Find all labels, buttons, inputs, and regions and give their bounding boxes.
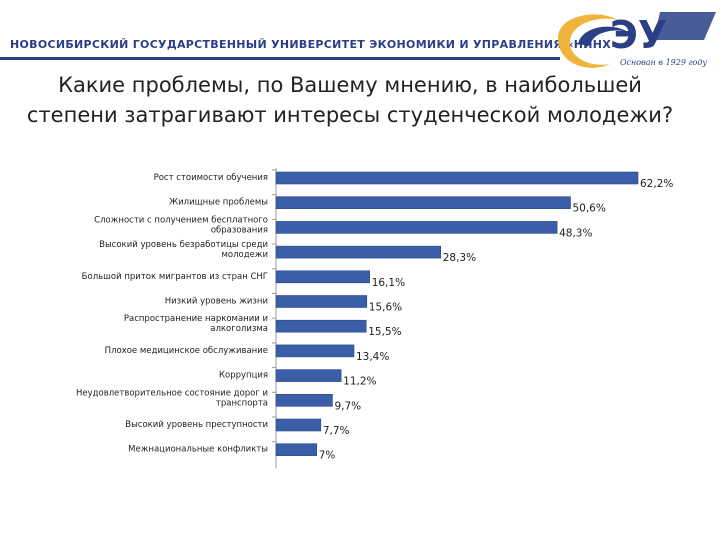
data-label-7: 15,5% [368, 326, 401, 338]
category-label-line: Высокий уровень безработицы среди [99, 240, 268, 250]
data-label-4: 28,3% [443, 252, 476, 264]
category-label-line: алкоголизма [210, 324, 268, 334]
header-divider [0, 57, 560, 60]
data-label-6: 15,6% [369, 302, 402, 314]
bar-4 [275, 245, 442, 259]
data-label-10: 9,7% [334, 400, 361, 412]
bar-5 [275, 270, 371, 284]
category-label-line: Распространение наркомании и [124, 314, 268, 324]
category-label-12: Межнациональные конфликты [128, 445, 268, 455]
bar-1 [275, 171, 639, 185]
category-label-line: Большой приток мигрантов из стран СНГ [82, 272, 268, 282]
data-label-1: 62,2% [640, 178, 673, 190]
category-label-line: транспорта [216, 398, 268, 408]
category-label-line: Жилищные проблемы [169, 198, 268, 208]
category-label-3: Сложности с получением бесплатного образо… [94, 215, 268, 235]
category-label-line: Высокий уровень преступности [125, 420, 268, 430]
data-label-9: 11,2% [343, 376, 376, 388]
university-name: НОВОСИБИРСКИЙ ГОСУДАРСТВЕННЫЙ УНИВЕРСИТЕ… [10, 38, 619, 51]
category-label-line: Плохое медицинское обслуживание [105, 346, 268, 356]
category-label-7: Распространение наркомании и алкоголизма [124, 314, 268, 334]
bar-6 [275, 295, 368, 308]
category-label-line: Сложности с получением бесплатного [94, 215, 268, 225]
category-label-line: Рост стоимости обучения [154, 173, 268, 183]
category-label-4: Высокий уровень безработицы среди молодеж… [99, 240, 268, 260]
category-label-line: Неудовлетворительное состояние дорог и [76, 388, 268, 398]
logo-swoosh-inner-icon [578, 26, 628, 46]
category-label-5: Большой приток мигрантов из стран СНГ [82, 272, 268, 282]
bar-2 [275, 196, 571, 209]
category-label-11: Высокий уровень преступности [125, 420, 268, 430]
university-logo: ЭУ [558, 12, 716, 68]
data-label-8: 13,4% [356, 351, 389, 363]
category-label-8: Плохое медицинское обслуживание [105, 346, 268, 356]
bar-9 [275, 369, 342, 382]
category-label-line: Коррупция [219, 371, 268, 381]
bar-12 [275, 443, 318, 457]
category-label-10: Неудовлетворительное состояние дорог и тр… [76, 388, 268, 408]
bar-7 [275, 319, 367, 333]
category-label-9: Коррупция [219, 371, 268, 381]
category-label-line: образования [211, 225, 268, 235]
bar-10 [275, 393, 333, 407]
logo-swoosh-icon [558, 14, 618, 68]
header: НОВОСИБИРСКИЙ ГОСУДАРСТВЕННЫЙ УНИВЕРСИТЕ… [0, 0, 720, 68]
bar-8 [275, 344, 355, 358]
category-label-line: молодежи [221, 250, 268, 260]
data-label-5: 16,1% [372, 277, 405, 289]
category-label-6: Низкий уровень жизни [165, 297, 268, 307]
category-label-line: Межнациональные конфликты [128, 445, 268, 455]
category-label-1: Рост стоимости обучения [154, 173, 268, 183]
data-label-3: 48,3% [559, 227, 592, 239]
data-label-2: 50,6% [572, 203, 605, 215]
logo-y-shape-icon [654, 12, 716, 40]
logo-caption: Основан в 1929 году [620, 58, 708, 67]
bar-11 [275, 418, 322, 432]
data-label-11: 7,7% [323, 425, 350, 437]
category-label-line: Низкий уровень жизни [165, 297, 268, 307]
chart-title: Какие проблемы, по Вашему мнению, в наиб… [26, 73, 674, 127]
bar-3 [275, 221, 558, 234]
data-label-12: 7% [319, 450, 336, 462]
category-label-2: Жилищные проблемы [169, 198, 268, 208]
